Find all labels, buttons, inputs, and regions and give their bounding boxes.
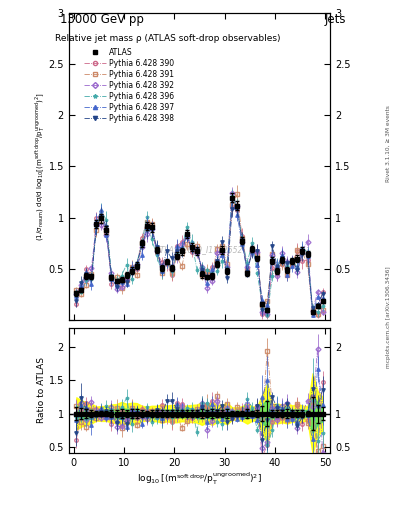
Text: Jets: Jets xyxy=(324,13,346,26)
Text: Rivet 3.1.10, ≥ 3M events: Rivet 3.1.10, ≥ 3M events xyxy=(386,105,391,182)
Text: ATLAS_2019_I1772552: ATLAS_2019_I1772552 xyxy=(156,245,243,254)
Text: mcplots.cern.ch [arXiv:1306.3436]: mcplots.cern.ch [arXiv:1306.3436] xyxy=(386,267,391,368)
Text: Relative jet mass ρ (ATLAS soft-drop observables): Relative jet mass ρ (ATLAS soft-drop obs… xyxy=(55,34,281,44)
Text: 13000 GeV pp: 13000 GeV pp xyxy=(60,13,144,26)
Y-axis label: Ratio to ATLAS: Ratio to ATLAS xyxy=(37,357,46,423)
Y-axis label: (1/σ$_{\rm resum}$) dσ/d log$_{10}$[(m$^{\rm soft\,drop}$/p$_T^{\rm ungroomed}$): (1/σ$_{\rm resum}$) dσ/d log$_{10}$[(m$^… xyxy=(33,92,47,241)
Legend: ATLAS, Pythia 6.428 390, Pythia 6.428 391, Pythia 6.428 392, Pythia 6.428 396, P: ATLAS, Pythia 6.428 390, Pythia 6.428 39… xyxy=(81,44,178,126)
X-axis label: $\log_{10}$[(m$^{\rm soft\,drop}$/p$_{\rm T}^{\rm ungroomed}$)$^2$]: $\log_{10}$[(m$^{\rm soft\,drop}$/p$_{\r… xyxy=(137,471,262,487)
